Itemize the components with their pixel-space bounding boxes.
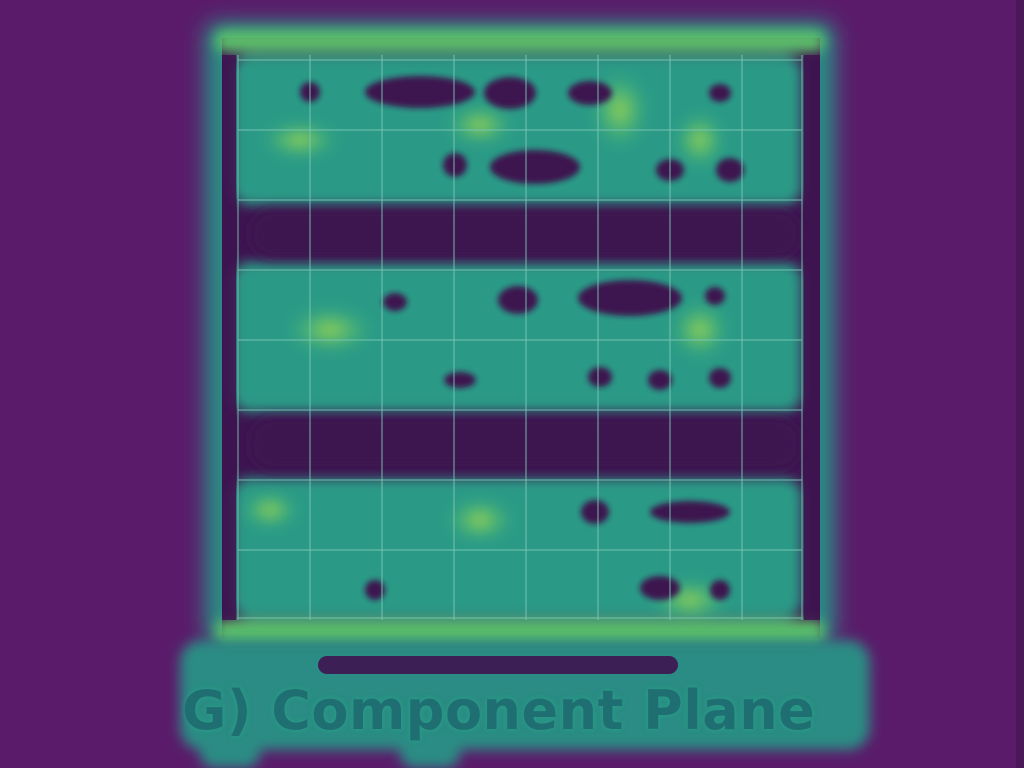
panel-frame xyxy=(222,55,820,620)
gap-bands xyxy=(250,210,800,470)
grid-lines xyxy=(237,55,803,620)
caption-text: G) Component Plane xyxy=(182,679,816,742)
caption-slot xyxy=(318,656,678,674)
dark-blobs xyxy=(300,76,744,600)
right-edge-strip xyxy=(1016,0,1024,768)
